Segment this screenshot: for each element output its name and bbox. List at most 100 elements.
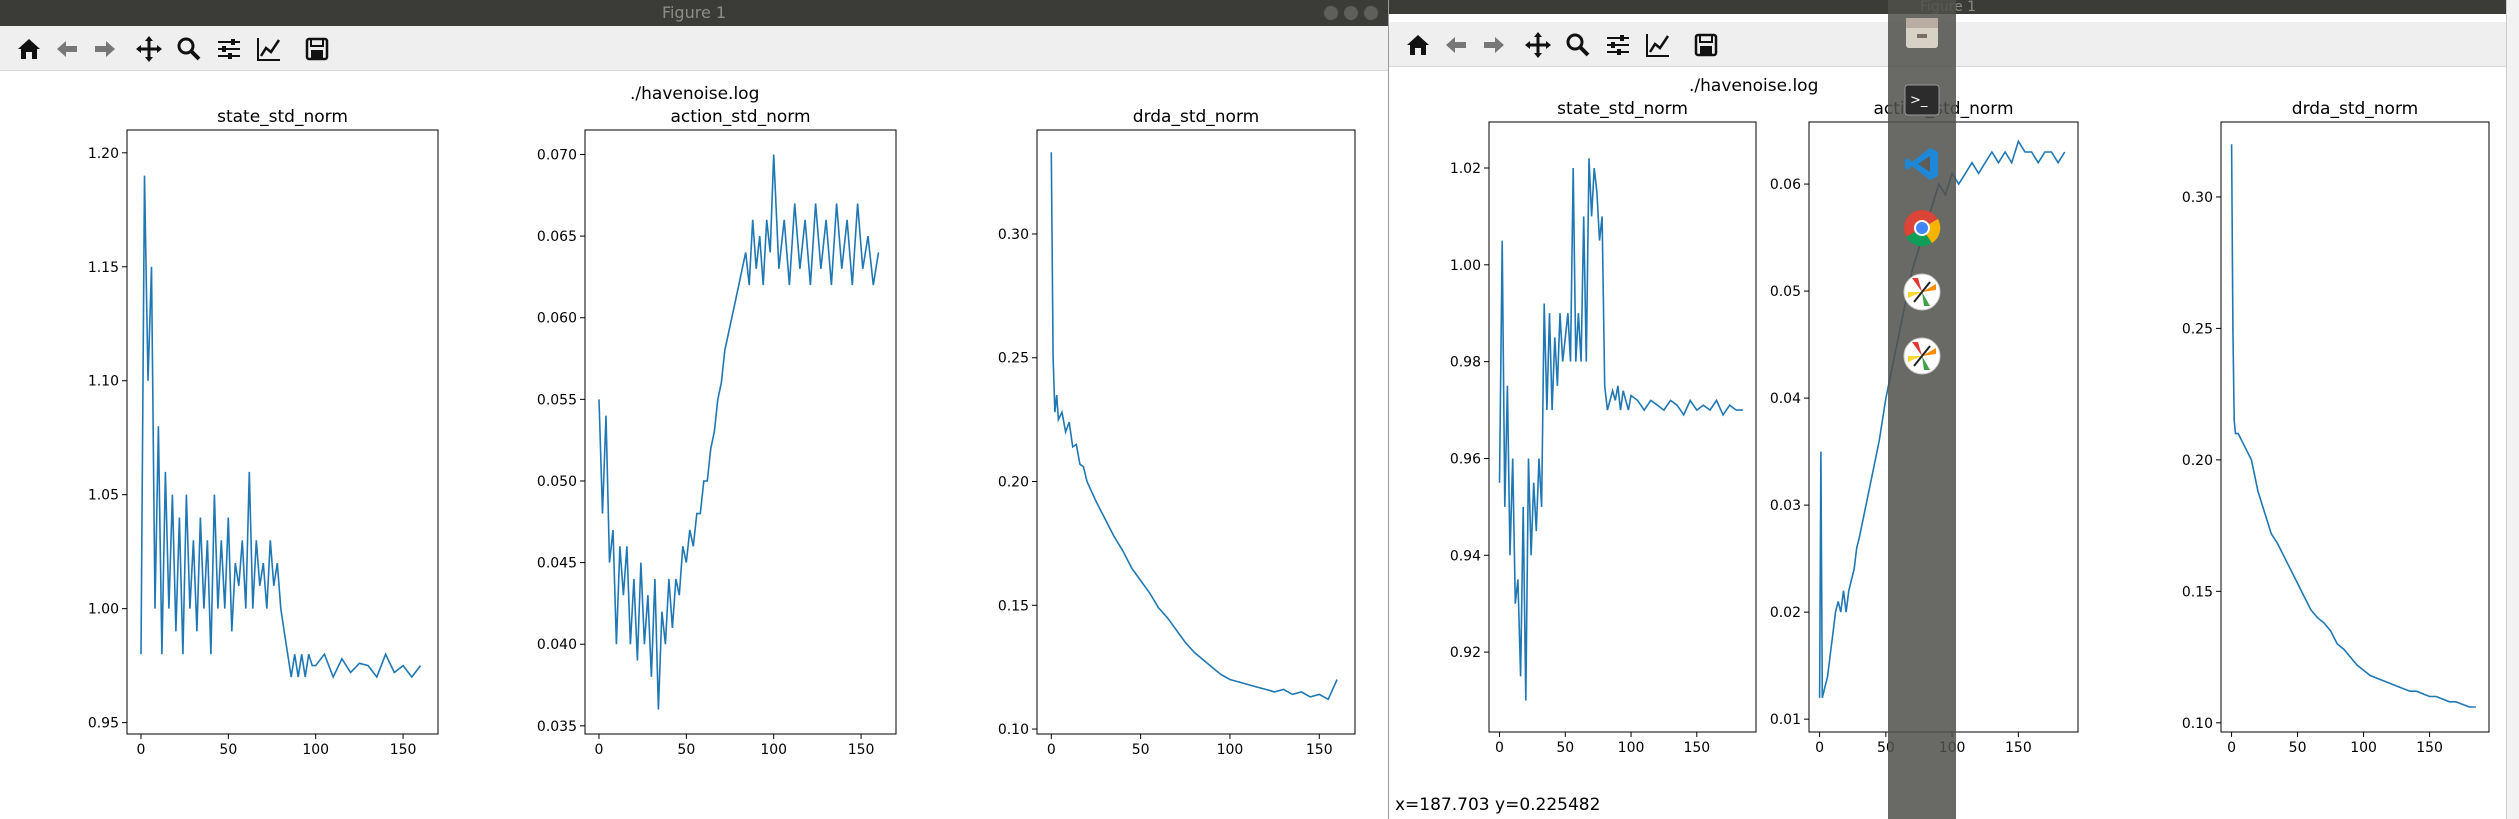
x-tick-label: 150: [2005, 740, 2032, 756]
y-tick-label: 1.20: [88, 146, 119, 162]
figure-suptitle: ./havenoise.log: [630, 84, 760, 104]
y-tick-label: 0.98: [1450, 355, 1481, 371]
edit-axis-icon[interactable]: [254, 34, 284, 64]
window-title: Figure 1: [661, 3, 727, 22]
y-tick-label: 0.15: [2182, 584, 2213, 600]
y-tick-label: 0.06: [1770, 177, 1801, 193]
pan-icon[interactable]: [1523, 30, 1553, 60]
chrome-icon[interactable]: [1898, 204, 1946, 252]
y-tick-label: 0.10: [998, 722, 1029, 738]
series-line: [598, 154, 880, 710]
x-tick-label: 150: [1683, 740, 1710, 756]
edit-axis-icon[interactable]: [1643, 30, 1673, 60]
launcher-dock: >_: [1888, 0, 1956, 819]
y-tick-label: 0.94: [1450, 548, 1481, 564]
y-tick-label: 0.25: [998, 351, 1029, 367]
x-tick-label: 0: [595, 742, 604, 758]
pinwheel-app-icon-2[interactable]: [1898, 332, 1946, 380]
subplot-action_std_norm: action_std_norm 0 50 100 150 0.035 0.040 0.045 0…: [537, 107, 897, 758]
subplot-state_std_norm: state_std_norm 0 50 100 150 0.95 1.00 1.05 1.10 1…: [88, 107, 439, 758]
y-tick-label: 1.15: [88, 260, 119, 276]
chart-title: drda_std_norm: [1133, 107, 1259, 127]
axes-frame: [1036, 129, 1356, 735]
vscode-icon[interactable]: [1898, 140, 1946, 188]
series-line: [1050, 152, 1338, 701]
zoom-icon[interactable]: [1563, 30, 1593, 60]
axes-frame: [2220, 121, 2490, 733]
forward-icon[interactable]: [1479, 30, 1509, 60]
series-line: [140, 175, 422, 680]
x-tick-label: 0: [1815, 740, 1824, 756]
y-tick-label: 0.30: [998, 227, 1029, 243]
minimize-button[interactable]: [1324, 6, 1338, 20]
figure-window-left: Figure 1 ./havenoise.log state_std_norm 0…: [0, 0, 1388, 758]
x-tick-label: 150: [2416, 740, 2443, 756]
x-tick-label: 0: [2227, 740, 2236, 756]
x-tick-label: 0: [1047, 742, 1056, 758]
y-tick-label: 0.045: [537, 556, 577, 572]
close-button[interactable]: [1364, 6, 1378, 20]
y-tick-label: 0.10: [2182, 716, 2213, 732]
y-tick-label: 0.05: [1770, 284, 1801, 300]
y-tick-label: 0.040: [537, 637, 577, 653]
plot-area: state_std_norm 0 50 100 150 0.95 1.00 1.05 1.10 1…: [88, 107, 1356, 758]
y-tick-label: 1.00: [1450, 258, 1481, 274]
figure-suptitle: ./havenoise.log: [1689, 76, 1819, 96]
y-tick-label: 0.20: [998, 475, 1029, 491]
y-tick-label: 0.04: [1770, 391, 1801, 407]
background-window-edge: [2506, 0, 2519, 819]
save-icon[interactable]: [1691, 30, 1721, 60]
back-icon[interactable]: [1441, 30, 1471, 60]
series-line: [2230, 144, 2476, 708]
chart-title: action_std_norm: [670, 107, 810, 127]
y-tick-label: 1.00: [88, 602, 119, 618]
x-tick-label: 100: [760, 742, 787, 758]
subplot-drda_std_norm: drda_std_norm 0 50 100 150 0.10 0.15 0.20 0.25 0.…: [998, 107, 1356, 758]
zoom-icon[interactable]: [174, 34, 204, 64]
x-tick-label: 100: [2350, 740, 2377, 756]
x-tick-label: 100: [1217, 742, 1244, 758]
maximize-button[interactable]: [1344, 6, 1358, 20]
home-icon[interactable]: [1403, 30, 1433, 60]
files-icon[interactable]: [1898, 8, 1946, 56]
x-tick-label: 50: [1556, 740, 1574, 756]
back-icon[interactable]: [52, 34, 82, 64]
y-tick-label: 0.065: [537, 229, 577, 245]
y-tick-label: 0.25: [2182, 321, 2213, 337]
terminal-icon[interactable]: >_: [1898, 76, 1946, 124]
x-tick-label: 150: [390, 742, 417, 758]
y-tick-label: 0.15: [998, 598, 1029, 614]
subplot-state_std_norm: state_std_norm 0 50 100 150 0.92 0.94 0.96 0.98 1…: [1450, 99, 1757, 756]
y-tick-label: 1.10: [88, 374, 119, 390]
chart-title: state_std_norm: [217, 107, 348, 127]
x-tick-label: 50: [2289, 740, 2307, 756]
axes-frame: [126, 129, 439, 735]
y-tick-label: 0.03: [1770, 498, 1801, 514]
x-tick-label: 50: [677, 742, 695, 758]
y-tick-label: 1.02: [1450, 161, 1481, 177]
y-tick-label: 0.92: [1450, 645, 1481, 661]
x-tick-label: 50: [219, 742, 237, 758]
save-icon[interactable]: [302, 34, 332, 64]
toolbar: [0, 26, 1388, 71]
configure-subplots-icon[interactable]: [1603, 30, 1633, 60]
configure-subplots-icon[interactable]: [214, 34, 244, 64]
chart-title: state_std_norm: [1557, 99, 1688, 119]
y-tick-label: 0.01: [1770, 712, 1801, 728]
forward-icon[interactable]: [90, 34, 120, 64]
y-tick-label: 0.96: [1450, 451, 1481, 467]
axes-frame: [584, 129, 897, 735]
y-tick-label: 1.05: [88, 488, 119, 504]
home-icon[interactable]: [14, 34, 44, 64]
x-tick-label: 150: [1306, 742, 1333, 758]
x-tick-label: 50: [1132, 742, 1150, 758]
y-tick-label: 0.20: [2182, 453, 2213, 469]
y-tick-label: 0.95: [88, 716, 119, 732]
x-tick-label: 100: [302, 742, 329, 758]
window-titlebar[interactable]: Figure 1: [0, 0, 1388, 26]
y-tick-label: 0.070: [537, 147, 577, 163]
pinwheel-app-icon[interactable]: [1898, 268, 1946, 316]
axes-frame: [1488, 121, 1757, 733]
pan-icon[interactable]: [134, 34, 164, 64]
x-tick-label: 100: [1618, 740, 1645, 756]
